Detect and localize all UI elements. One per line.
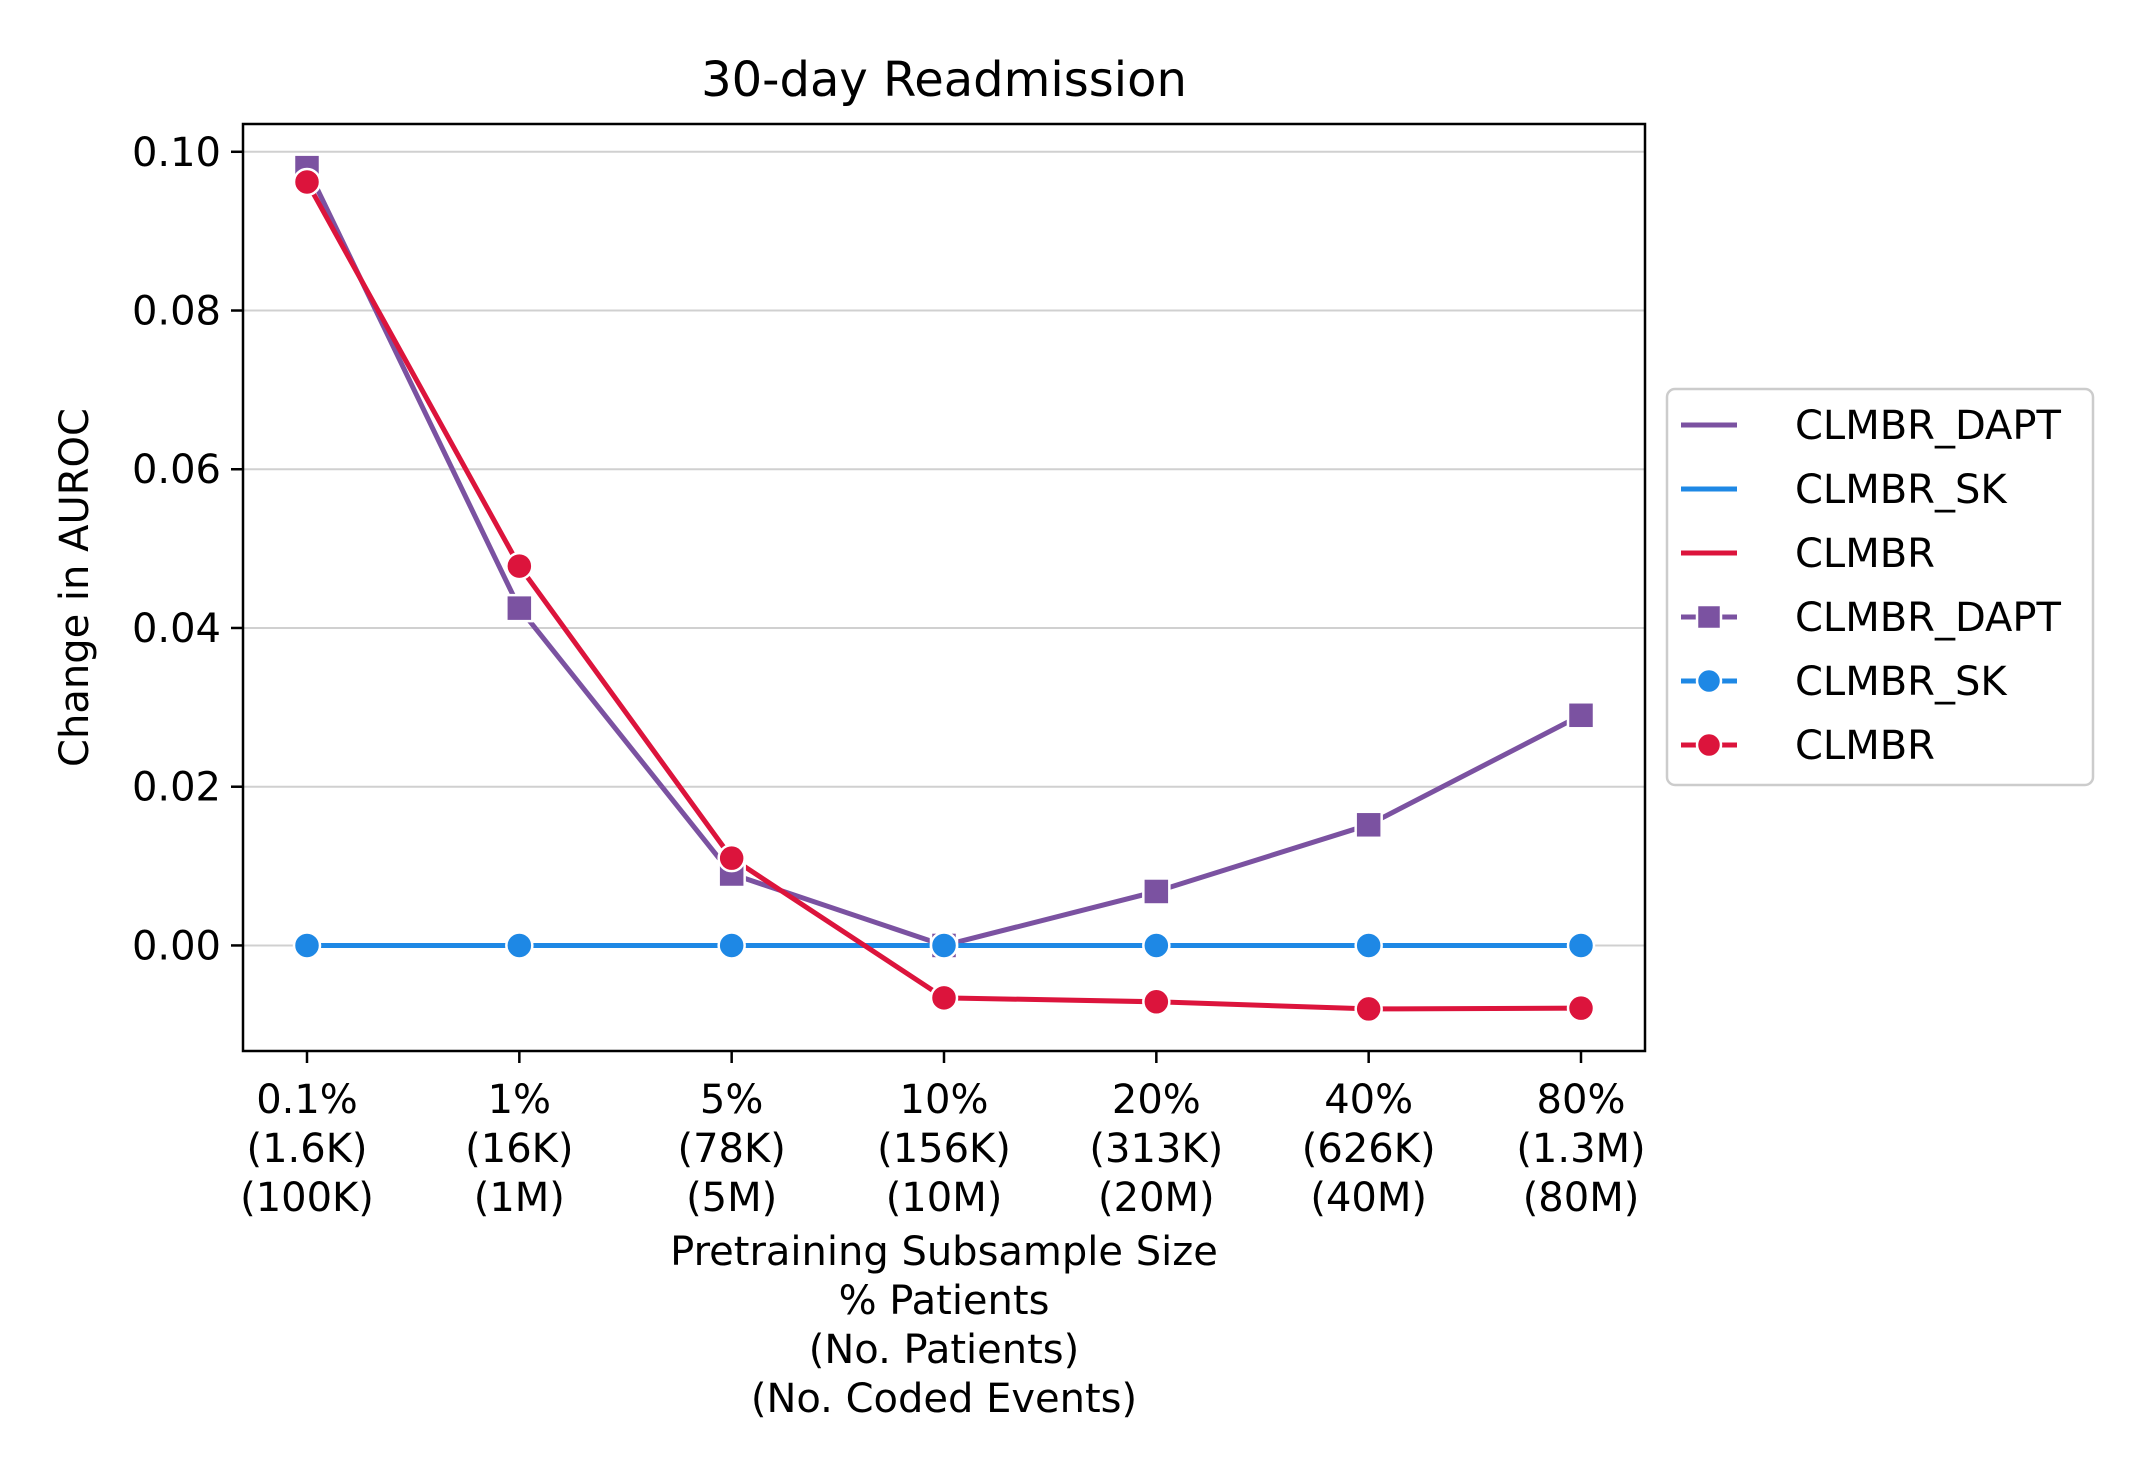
legend-marker-clmbr-sk — [1695, 667, 1723, 695]
x-tick-label: (80M) — [1523, 1175, 1640, 1221]
data-point-clmbr-sk — [505, 931, 534, 960]
x-axis-title-line: Pretraining Subsample Size — [670, 1229, 1218, 1275]
legend: CLMBR_DAPT CLMBR_SK CLMBR CLMBR_DAPT CLMBR_S… — [1665, 387, 2095, 787]
x-tick-label: 10% — [900, 1077, 989, 1123]
legend-box — [1665, 387, 2095, 787]
data-point-clmbr — [1354, 994, 1383, 1024]
data-point-clmbr — [292, 167, 322, 197]
x-tick-label: (5M) — [686, 1175, 777, 1221]
x-tick-label: (100K) — [240, 1175, 374, 1221]
x-axis-title-line: (No. Patients) — [809, 1327, 1079, 1373]
x-axis: 0.1%(1.6K)(100K) 1%(16K)(1M) 5%(78K)(5M) 10… — [240, 1051, 1646, 1221]
data-point-clmbr-dapt — [1566, 701, 1596, 730]
x-tick-label: 1% — [488, 1077, 551, 1123]
x-tick-label: (78K) — [677, 1126, 785, 1172]
x-tick-label: 40% — [1324, 1077, 1413, 1123]
data-point-clmbr-sk — [292, 931, 322, 960]
x-tick-label: (40M) — [1310, 1175, 1427, 1221]
x-tick-label: (10M) — [886, 1175, 1003, 1221]
y-axis-title: Change in AUROC — [52, 408, 98, 767]
data-point-clmbr-dapt — [505, 593, 534, 623]
x-tick-label: (156K) — [877, 1126, 1011, 1172]
x-tick-label: (20M) — [1098, 1175, 1215, 1221]
legend-label-clmbr: CLMBR — [1795, 723, 1935, 769]
data-point-clmbr-sk — [929, 931, 959, 960]
x-tick-label: 20% — [1112, 1077, 1201, 1123]
series-markers — [292, 153, 1596, 1024]
data-point-clmbr-dapt — [1142, 877, 1171, 906]
x-tick-label: (626K) — [1302, 1126, 1436, 1172]
y-axis: 0.00 0.02 0.04 0.06 0.08 0.10 — [132, 130, 243, 969]
data-point-clmbr — [1566, 993, 1596, 1023]
legend-label-clmbr-dapt: CLMBR_DAPT — [1795, 403, 2062, 449]
data-point-clmbr — [1142, 987, 1171, 1017]
y-tick-label: 0.04 — [132, 606, 221, 652]
y-tick-label: 0.00 — [132, 923, 221, 969]
x-tick-label: 0.1% — [256, 1077, 358, 1123]
legend-label-clmbr-sk: CLMBR_SK — [1795, 467, 2008, 513]
x-tick-label: 5% — [700, 1077, 763, 1123]
y-tick-label: 0.02 — [132, 765, 221, 811]
x-tick-label: (16K) — [465, 1126, 573, 1172]
data-point-clmbr-sk — [1566, 931, 1596, 960]
data-point-clmbr — [505, 551, 534, 581]
data-point-clmbr-sk — [717, 931, 746, 960]
x-axis-title-line: % Patients — [839, 1278, 1050, 1324]
x-tick-label: (1.3M) — [1516, 1126, 1645, 1172]
x-tick-label: (1.6K) — [246, 1126, 367, 1172]
legend-label-clmbr-dapt: CLMBR_DAPT — [1795, 595, 2062, 641]
data-point-clmbr — [929, 983, 959, 1013]
data-point-clmbr-dapt — [1354, 810, 1383, 840]
x-tick-label: (1M) — [474, 1175, 565, 1221]
x-axis-title-line: (No. Coded Events) — [751, 1376, 1137, 1422]
legend-marker-clmbr-dapt — [1695, 603, 1723, 631]
y-tick-label: 0.08 — [132, 289, 221, 335]
legend-marker-clmbr — [1695, 731, 1723, 759]
y-tick-label: 0.10 — [132, 130, 221, 176]
x-tick-label: 80% — [1537, 1077, 1626, 1123]
y-tick-label: 0.06 — [132, 447, 221, 493]
data-point-clmbr-sk — [1142, 931, 1171, 960]
x-axis-title: Pretraining Subsample Size% Patients(No.… — [670, 1229, 1218, 1422]
legend-label-clmbr-sk: CLMBR_SK — [1795, 659, 2008, 705]
data-point-clmbr — [717, 843, 746, 873]
data-point-clmbr-sk — [1354, 931, 1383, 960]
chart-title: 30-day Readmission — [701, 52, 1187, 108]
legend-label-clmbr: CLMBR — [1795, 531, 1935, 577]
x-tick-label: (313K) — [1089, 1126, 1223, 1172]
